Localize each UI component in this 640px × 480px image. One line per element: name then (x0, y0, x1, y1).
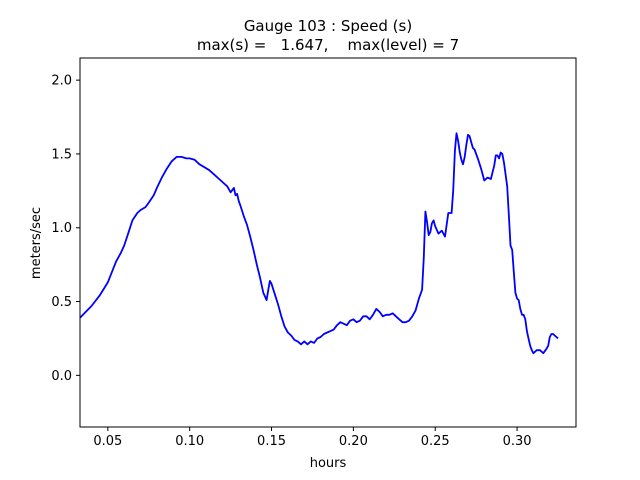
plot-area (79, 132, 559, 355)
chart-subtitle: max(s) = 1.647, max(level) = 7 (197, 36, 459, 54)
chart-title: Gauge 103 : Speed (s) (244, 17, 412, 35)
x-tick-label: 0.30 (503, 434, 532, 449)
y-axis-ticks: 0.0 0.5 1.0 1.5 2.0 (51, 74, 80, 384)
y-tick-label: 1.5 (51, 147, 72, 162)
x-axis-ticks: 0.05 0.10 0.15 0.20 0.25 0.30 (93, 427, 532, 449)
x-tick-label: 0.05 (93, 434, 122, 449)
x-tick-label: 0.20 (339, 434, 368, 449)
x-tick-label: 0.15 (257, 434, 286, 449)
plot-frame (79, 57, 577, 428)
speed-series-line (79, 132, 559, 355)
x-axis-label: hours (310, 456, 347, 471)
y-tick-label: 0.0 (51, 369, 72, 384)
x-tick-label: 0.25 (421, 434, 450, 449)
y-tick-label: 0.5 (51, 295, 72, 310)
y-tick-label: 1.0 (51, 221, 72, 236)
y-axis-label: meters/sec (29, 207, 44, 279)
y-tick-label: 2.0 (51, 74, 72, 89)
x-tick-label: 0.10 (175, 434, 204, 449)
